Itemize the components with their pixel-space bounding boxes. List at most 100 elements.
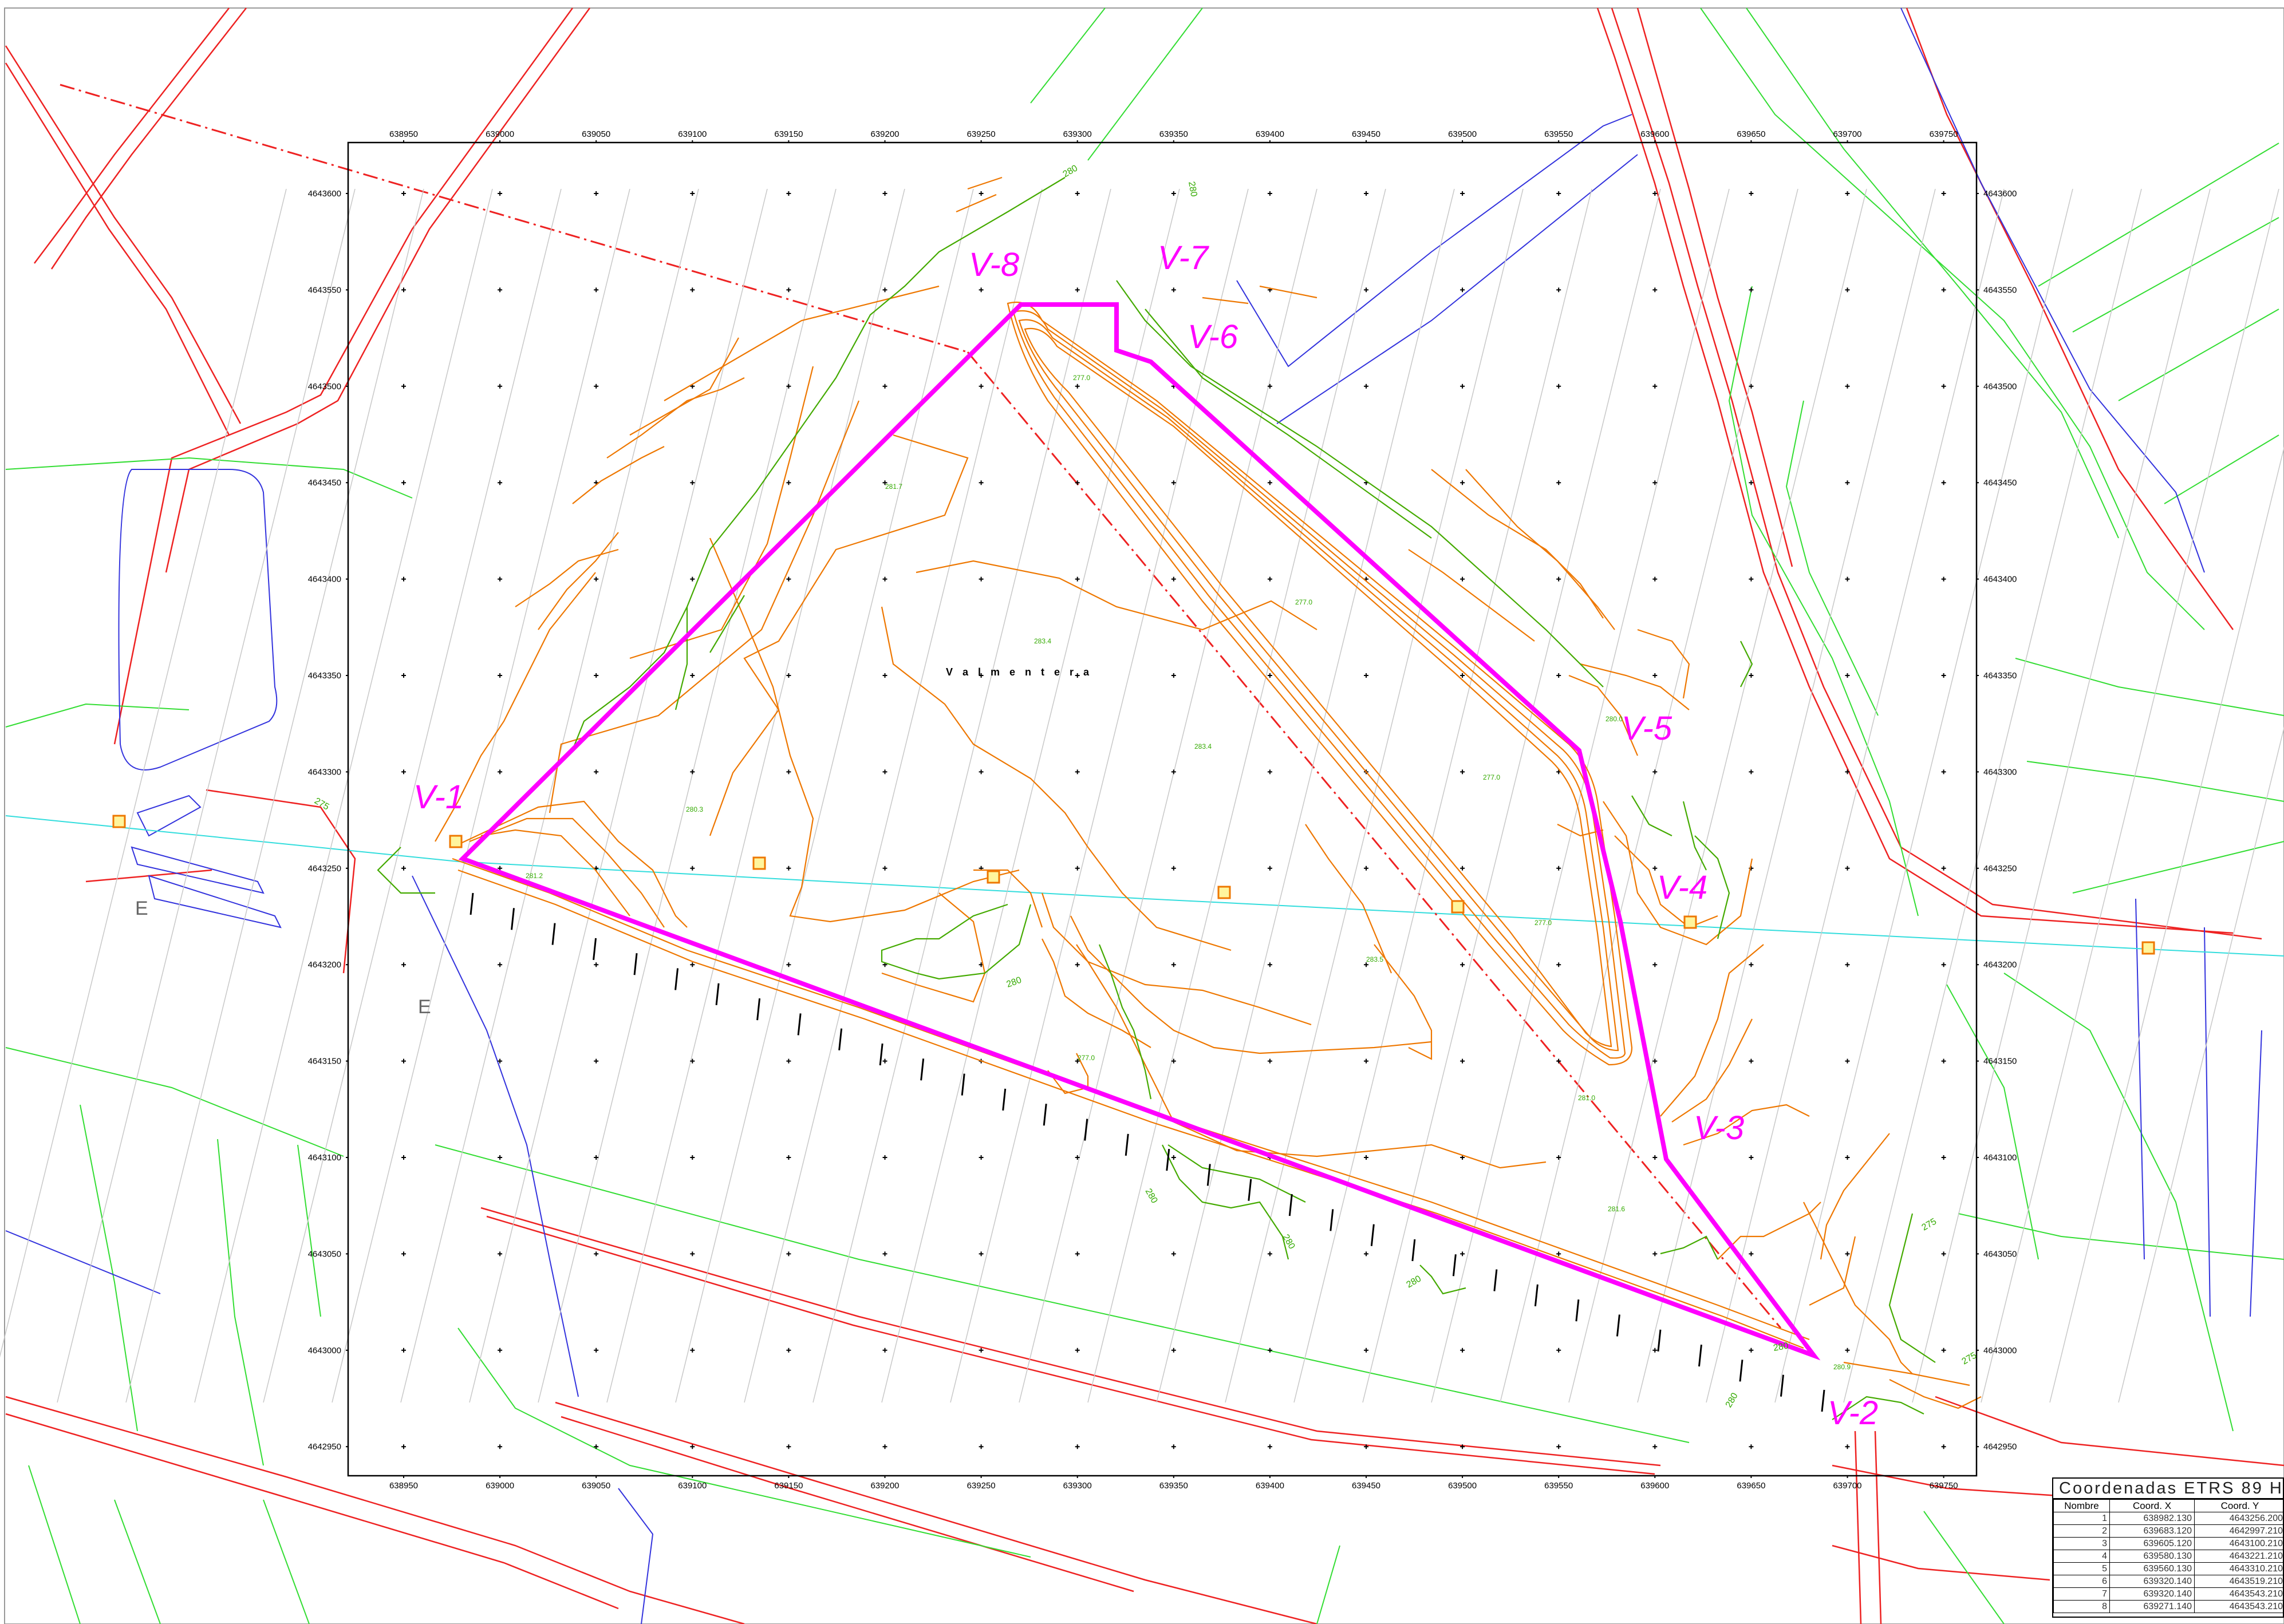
hatch-line [1156,188,1455,1403]
grid-cross [1075,673,1080,678]
grid-cross [1075,384,1080,389]
cell-name: 5 [2053,1562,2110,1575]
x-tick-label: 639500 [1448,129,1477,139]
grid-cross [1749,1058,1754,1064]
grid-cross [401,191,406,196]
x-tick-label: 639600 [1640,1481,1669,1491]
cell-x: 639320.140 [2109,1575,2195,1588]
x-tick-label: 639200 [870,129,899,139]
x-tick-label: 639700 [1833,1481,1861,1491]
grid-cross [401,480,406,485]
grid-cross [1845,866,1850,871]
parcel-boundary [458,302,1821,1361]
grid-cross [498,673,503,678]
power-line [5,815,2284,957]
grid-cross [1171,1348,1176,1353]
grid-cross [498,1348,503,1353]
grid-cross [1941,1348,1946,1353]
grid-cross [690,287,695,293]
grid-cross [1845,576,1850,582]
grid-cross [1652,962,1658,967]
x-tick-label: 639400 [1256,129,1284,139]
grid-cross [690,962,695,967]
grid-cross [594,1348,599,1353]
slope-hatch [593,938,597,961]
grid-cross [1171,866,1176,871]
grid-cross [1941,576,1946,582]
slope-hatch-marks [470,892,1825,1412]
grid-cross [401,866,406,871]
grid-cross [594,287,599,293]
x-tick-label: 639500 [1448,1481,1477,1491]
grid-cross [1460,1155,1465,1160]
grid-cross [1460,1348,1465,1353]
grid-cross [1460,287,1465,293]
grid-cross [1845,962,1850,967]
grid-cross [1845,673,1850,678]
grid-cross [786,1251,791,1256]
cell-name: 6 [2053,1575,2110,1588]
grid-cross [882,673,887,678]
grid-cross [882,1155,887,1160]
grid-cross [1845,1251,1850,1256]
y-tick-label: 4643350 [1983,671,2017,681]
grid-cross [1556,673,1561,678]
grid-cross [594,769,599,775]
y-tick-label: 4643250 [1983,864,2017,874]
table-row: 7 639320.140 4643543.210 [2053,1587,2283,1601]
y-tick-label: 4643550 [1983,285,2017,295]
grid-cross [882,1348,887,1353]
y-tick-label: 4643600 [1983,189,2017,199]
grid-cross [882,1058,887,1064]
grid-cross [594,1155,599,1160]
grid-cross [1075,1155,1080,1160]
contour-label: 280 [1773,1341,1789,1353]
grid-cross [1845,1444,1850,1449]
vertex-label-v2: V-2 [1828,1394,1878,1432]
cell-name: 2 [2053,1524,2110,1538]
hatch-line [1019,188,1317,1403]
grid-cross [594,1251,599,1256]
grid-cross [594,1444,599,1449]
y-axis-right-labels: 4643600 4643550 4643500 4643450 4643400 46433… [1977,189,2017,1452]
x-tick-label: 639550 [1544,1481,1573,1491]
y-tick-label: 4643450 [1983,478,2017,488]
x-tick-label: 639050 [582,1481,610,1491]
y-tick-label: 4643050 [1983,1249,2017,1259]
slope-hatch [1616,1314,1620,1337]
table-row: 6 639320.140 4643519.210 [2053,1575,2283,1588]
grid-cross [1075,1251,1080,1256]
hatch-line [2049,446,2284,1403]
grid-cross [1171,576,1176,582]
grid-cross [498,1058,503,1064]
road-letter-label: E [135,898,148,919]
grid-cross [1171,480,1176,485]
road-letter-label: E [418,996,431,1018]
grid-cross [1749,1444,1754,1449]
x-tick-label: 639100 [678,129,707,139]
grid-cross [401,576,406,582]
hatch-line [263,188,562,1403]
grid-cross [1749,962,1754,967]
table-row: 1 638982.130 4643256.200 [2053,1512,2283,1525]
grid-cross [1845,1348,1850,1353]
slope-hatch [1370,1224,1375,1246]
coordinate-table: Coordenadas ETRS 89 H30 Nombre Coord. X … [2052,1477,2284,1618]
grid-cross [1941,866,1946,871]
grid-cross [979,384,984,389]
slope-hatch [511,908,515,930]
x-tick-label: 638950 [389,1481,418,1491]
x-tick-label: 639700 [1833,129,1861,139]
grid-cross [1556,962,1561,967]
vertex-markers [112,815,2155,955]
grid-cross [1556,1444,1561,1449]
table-row: 5 639560.130 4643310.210 [2053,1562,2283,1575]
table-header-name: Nombre [2053,1499,2110,1512]
grid-cross [690,1058,695,1064]
slope-hatch [1534,1284,1539,1307]
y-tick-label: 4643000 [308,1346,341,1356]
grid-cross [979,576,984,582]
hatch-line [675,188,974,1403]
spot-elevation: 283.4 [1194,742,1212,750]
x-tick-label: 639300 [1063,129,1092,139]
